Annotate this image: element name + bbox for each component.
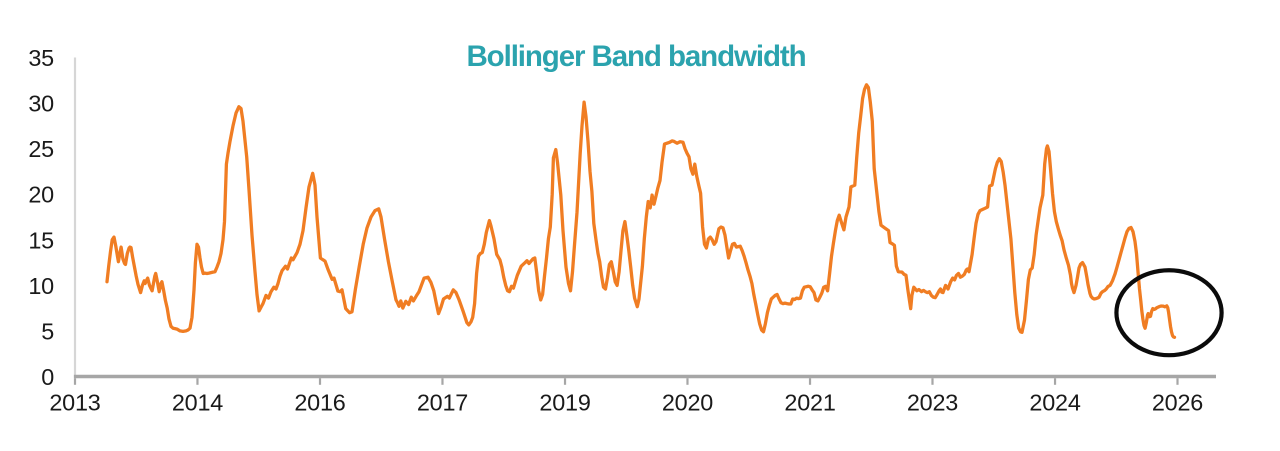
x-tick-label: 2023: [907, 390, 958, 416]
y-tick-label: 5: [41, 318, 54, 344]
x-tick-label: 2017: [417, 390, 468, 416]
x-tick-label: 2019: [539, 390, 590, 416]
y-tick-label: 25: [28, 136, 54, 162]
chart-title: Bollinger Band bandwidth: [466, 40, 805, 73]
bandwidth-line: [105, 83, 1177, 339]
x-tick-label: 2024: [1029, 390, 1080, 416]
y-tick-label: 15: [28, 227, 54, 253]
y-tick-label: 35: [28, 45, 54, 71]
annotation-layer: [1114, 268, 1224, 358]
y-tick-label: 10: [28, 273, 54, 299]
annotation-ellipse: [1114, 268, 1224, 358]
x-tick-label: 2013: [49, 390, 100, 416]
x-tick-label: 2016: [294, 390, 345, 416]
x-tick-label: 2026: [1152, 390, 1203, 416]
y-tick-label: 20: [28, 182, 54, 208]
y-tick-label: 0: [41, 364, 54, 390]
x-tick-label: 2020: [662, 390, 713, 416]
series-layer: [105, 83, 1177, 339]
y-tick-label: 30: [28, 91, 54, 117]
x-tick-label: 2021: [784, 390, 835, 416]
x-tick-label: 2014: [172, 390, 223, 416]
axes-layer: 2013 2014 2016 2017 2019 2020 2021 2023 2024 2026…: [28, 45, 1216, 416]
